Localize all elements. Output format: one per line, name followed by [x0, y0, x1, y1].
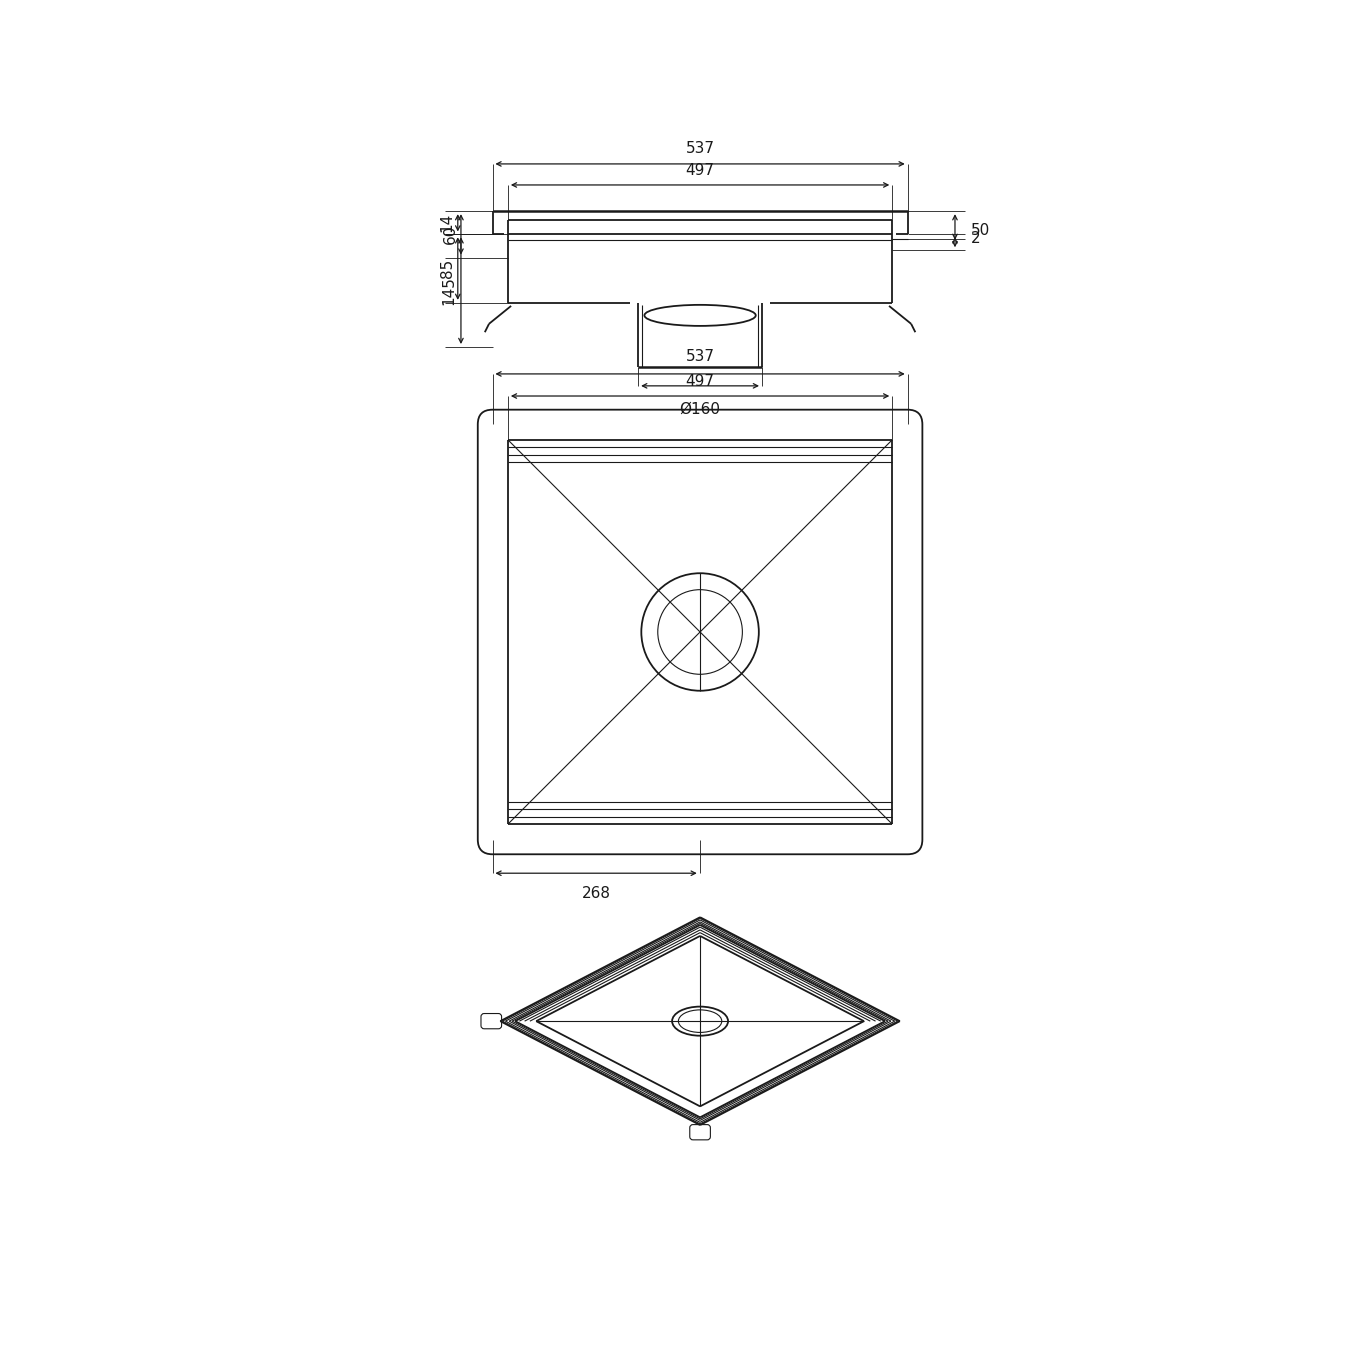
Text: 2: 2 — [971, 231, 981, 246]
Text: 268: 268 — [582, 885, 611, 900]
Text: 145: 145 — [441, 276, 456, 305]
Text: 497: 497 — [686, 163, 714, 178]
Text: 14: 14 — [440, 213, 455, 232]
Text: 537: 537 — [686, 141, 714, 156]
Text: 537: 537 — [686, 350, 714, 365]
Text: 60: 60 — [443, 224, 458, 245]
Text: 50: 50 — [971, 223, 990, 238]
Text: 85: 85 — [440, 260, 455, 279]
Text: Ø160: Ø160 — [679, 402, 721, 417]
Text: 497: 497 — [686, 374, 714, 389]
